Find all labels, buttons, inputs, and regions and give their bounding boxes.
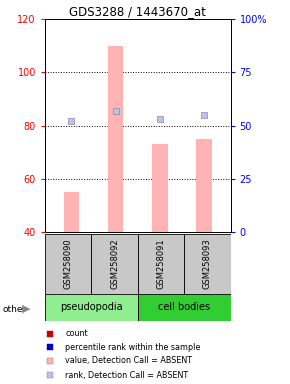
Text: other: other [3,305,27,314]
Text: GSM258093: GSM258093 [203,238,212,290]
Bar [184,234,231,294]
Text: GSM258090: GSM258090 [64,239,73,289]
Bar [108,46,123,232]
Bar [64,192,79,232]
Bar [91,234,138,294]
Text: value, Detection Call = ABSENT: value, Detection Call = ABSENT [66,356,193,365]
Bar [45,234,91,294]
Text: pseudopodia: pseudopodia [60,302,123,312]
Text: count: count [66,329,88,338]
Text: cell bodies: cell bodies [158,302,210,312]
Bar [138,234,184,294]
Bar [138,294,231,321]
Bar [152,144,168,232]
Title: GDS3288 / 1443670_at: GDS3288 / 1443670_at [69,5,206,18]
Text: rank, Detection Call = ABSENT: rank, Detection Call = ABSENT [66,371,188,380]
Bar [45,294,138,321]
Text: percentile rank within the sample: percentile rank within the sample [66,343,201,352]
Bar [196,139,212,232]
Text: GSM258091: GSM258091 [156,239,166,289]
Text: GSM258092: GSM258092 [110,239,119,289]
Text: ▶: ▶ [22,304,30,314]
